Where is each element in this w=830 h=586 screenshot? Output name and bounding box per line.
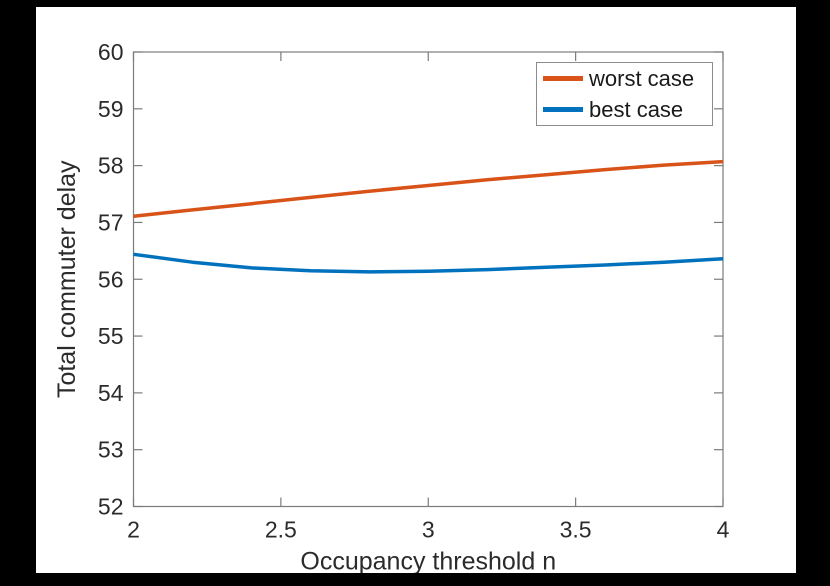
- x-axis-label: Occupancy threshold n: [300, 548, 556, 574]
- worst-case-line-swatch: [543, 76, 583, 81]
- x-tick-label: 3: [422, 517, 435, 543]
- x-tick-label: 4: [717, 517, 730, 543]
- y-tick-label: 52: [98, 494, 124, 520]
- x-tick-label: 2.5: [265, 517, 297, 543]
- x-tick-label: 2: [127, 517, 140, 543]
- y-tick-label: 53: [98, 437, 124, 463]
- y-tick-label: 56: [98, 266, 124, 292]
- legend-label: worst case: [589, 65, 695, 91]
- legend-label: best case: [589, 96, 684, 122]
- y-tick-label: 60: [98, 39, 124, 65]
- y-axis-label: Total commuter delay: [53, 160, 81, 398]
- legend: worst case best case: [536, 62, 713, 126]
- legend-item-best-case: best case: [537, 94, 712, 125]
- y-tick-label: 55: [98, 323, 124, 349]
- matlab-figure-canvas: 2 2.5 3 3.5 4 52 53 54 55 56 57 58 59 60 Occupancy thr…: [36, 7, 796, 573]
- x-tick-label: 3.5: [560, 517, 592, 543]
- y-tick-label: 59: [98, 96, 124, 122]
- series-line-worst-case: [133, 159, 724, 218]
- y-tick-label: 57: [98, 209, 124, 235]
- y-tick-label: 54: [98, 380, 124, 406]
- y-tick-label: 58: [98, 153, 124, 179]
- legend-item-worst-case: worst case: [537, 63, 712, 94]
- tick-marks: [132, 51, 724, 508]
- line-chart: 2 2.5 3 3.5 4 52 53 54 55 56 57 58 59 60 Occupancy thr…: [53, 39, 730, 574]
- series-line-best-case: [133, 252, 724, 274]
- best-case-line-swatch: [543, 107, 583, 112]
